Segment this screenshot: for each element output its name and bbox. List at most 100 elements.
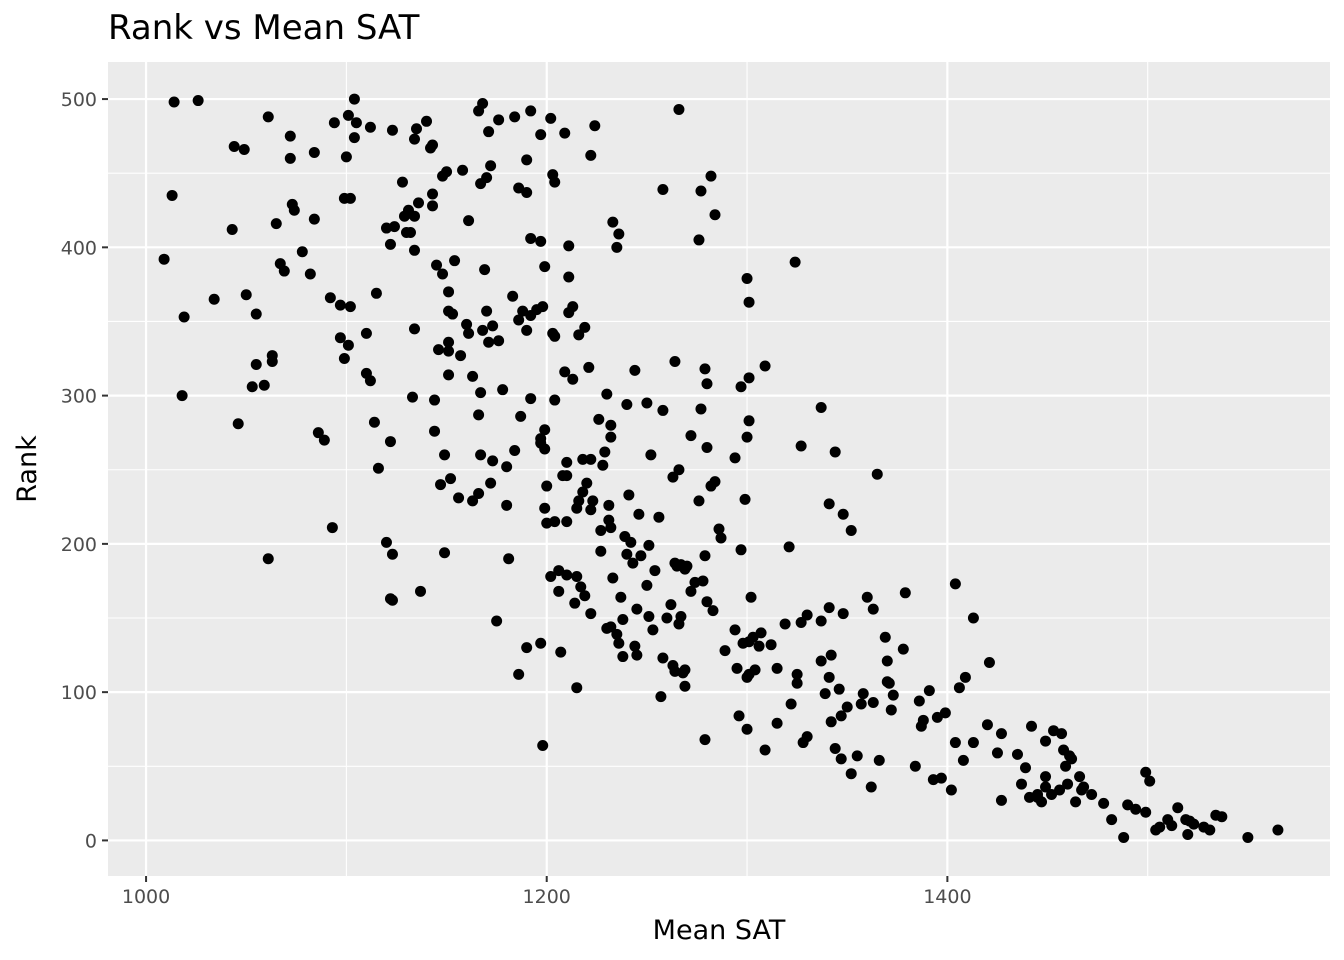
data-point — [693, 234, 705, 246]
data-point — [995, 728, 1007, 740]
data-point — [567, 373, 579, 385]
data-point — [719, 645, 731, 657]
data-point — [521, 154, 533, 166]
data-point — [571, 570, 583, 582]
data-point — [421, 115, 433, 127]
data-point — [539, 502, 551, 514]
data-point — [563, 271, 575, 283]
x-tick-label: 1000 — [122, 886, 170, 908]
data-point — [585, 504, 597, 516]
data-point — [825, 716, 837, 728]
data-point — [1026, 720, 1038, 732]
data-point — [1144, 775, 1156, 787]
data-point — [266, 356, 278, 368]
x-axis-title: Mean SAT — [653, 915, 786, 946]
data-point — [583, 361, 595, 373]
data-point — [593, 413, 605, 425]
data-point — [262, 111, 274, 123]
data-point — [525, 105, 537, 117]
data-point — [433, 344, 445, 356]
data-point — [909, 760, 921, 772]
data-point — [461, 318, 473, 330]
data-point — [208, 293, 220, 305]
data-point — [513, 668, 525, 680]
data-point — [743, 296, 755, 308]
data-point — [1216, 811, 1228, 823]
data-point — [238, 143, 250, 155]
y-axis-title: Rank — [12, 435, 43, 503]
data-point — [605, 522, 617, 534]
data-point — [513, 314, 525, 326]
data-point — [657, 184, 669, 196]
data-point — [729, 452, 741, 464]
data-point — [841, 701, 853, 713]
data-point — [931, 711, 943, 723]
data-point — [771, 717, 783, 729]
data-point — [563, 307, 575, 319]
data-point — [825, 649, 837, 661]
data-point — [1015, 778, 1027, 790]
data-point — [661, 612, 673, 624]
data-point — [881, 655, 893, 667]
data-point — [605, 419, 617, 431]
data-point — [819, 688, 831, 700]
data-point — [475, 449, 487, 461]
data-point — [795, 616, 807, 628]
data-point — [475, 178, 487, 190]
data-point — [935, 772, 947, 784]
data-point — [585, 149, 597, 161]
data-point — [328, 117, 340, 129]
data-point — [1054, 784, 1066, 796]
data-point — [699, 734, 711, 746]
data-point — [463, 215, 475, 227]
data-point — [262, 553, 274, 565]
data-point — [599, 446, 611, 458]
data-point — [324, 292, 336, 304]
data-point — [1122, 799, 1134, 811]
data-point — [857, 688, 869, 700]
data-point — [829, 742, 841, 754]
data-point — [226, 224, 238, 236]
data-point — [491, 615, 503, 627]
data-point — [585, 608, 597, 620]
data-point — [168, 96, 180, 108]
data-point — [835, 710, 847, 722]
data-point — [364, 375, 376, 387]
data-point — [364, 121, 376, 133]
data-point — [579, 590, 591, 602]
data-point — [525, 232, 537, 244]
data-point — [409, 323, 421, 335]
data-point — [595, 545, 607, 557]
data-point — [865, 781, 877, 793]
data-point — [657, 404, 669, 416]
data-point — [577, 453, 589, 465]
data-point — [396, 176, 408, 188]
data-point — [575, 581, 587, 593]
data-point — [879, 631, 891, 643]
data-point — [823, 498, 835, 510]
data-point — [745, 591, 757, 603]
data-point — [607, 572, 619, 584]
data-point — [1242, 831, 1254, 843]
data-point — [685, 430, 697, 442]
data-point — [667, 471, 679, 483]
data-point — [823, 671, 835, 683]
data-point — [871, 468, 883, 480]
data-point — [765, 639, 777, 651]
data-point — [701, 442, 713, 454]
data-point — [342, 339, 354, 351]
data-point — [573, 329, 585, 341]
data-point — [350, 117, 362, 129]
data-point — [553, 585, 565, 597]
data-point — [559, 366, 571, 378]
data-point — [617, 651, 629, 663]
data-point — [631, 649, 643, 661]
data-point — [715, 532, 727, 544]
data-point — [318, 434, 330, 446]
data-point — [873, 754, 885, 766]
data-point — [246, 381, 258, 393]
data-point — [1140, 806, 1152, 818]
data-point — [959, 671, 971, 683]
data-point — [801, 609, 813, 621]
